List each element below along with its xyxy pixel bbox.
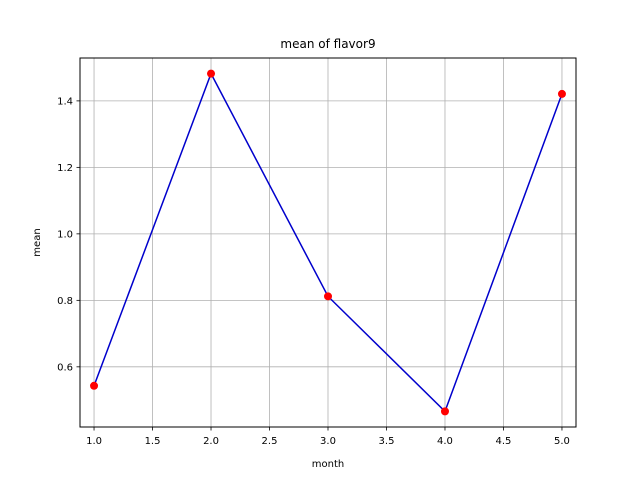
data-point-marker <box>207 69 216 78</box>
plot-frame <box>79 57 577 428</box>
x-tick-label: 4.5 <box>496 436 512 447</box>
x-tick-label: 2.5 <box>262 436 278 447</box>
x-tick-label: 1.5 <box>145 436 161 447</box>
series-layer <box>90 69 566 416</box>
x-tick-label: 3.5 <box>379 436 395 447</box>
x-tick-label: 2.0 <box>203 436 219 447</box>
grid <box>80 58 576 427</box>
y-tick-label: 0.6 <box>57 362 73 373</box>
y-tick-label: 1.4 <box>57 96 73 107</box>
x-tick-label: 1.0 <box>86 436 102 447</box>
axis-ticks: 1.0 1.5 2.0 2.5 3.0 3.5 4.0 4.5 5.0 0.6 0.8 1.0 1.2 1… <box>57 96 570 447</box>
x-tick-label: 3.0 <box>320 436 336 447</box>
y-tick-label: 0.8 <box>57 296 73 307</box>
data-point-marker <box>90 381 99 390</box>
y-tick-label: 1.0 <box>57 229 73 240</box>
data-point-marker <box>557 89 566 98</box>
x-axis-label: month <box>312 459 344 470</box>
x-tick-label: 4.0 <box>437 436 453 447</box>
chart-title: mean of flavor9 <box>280 37 375 51</box>
y-axis-label: mean <box>32 228 43 256</box>
data-point-marker <box>324 292 332 301</box>
y-tick-label: 1.2 <box>57 163 73 174</box>
x-tick-label: 5.0 <box>554 436 570 447</box>
data-point-marker <box>440 407 449 416</box>
